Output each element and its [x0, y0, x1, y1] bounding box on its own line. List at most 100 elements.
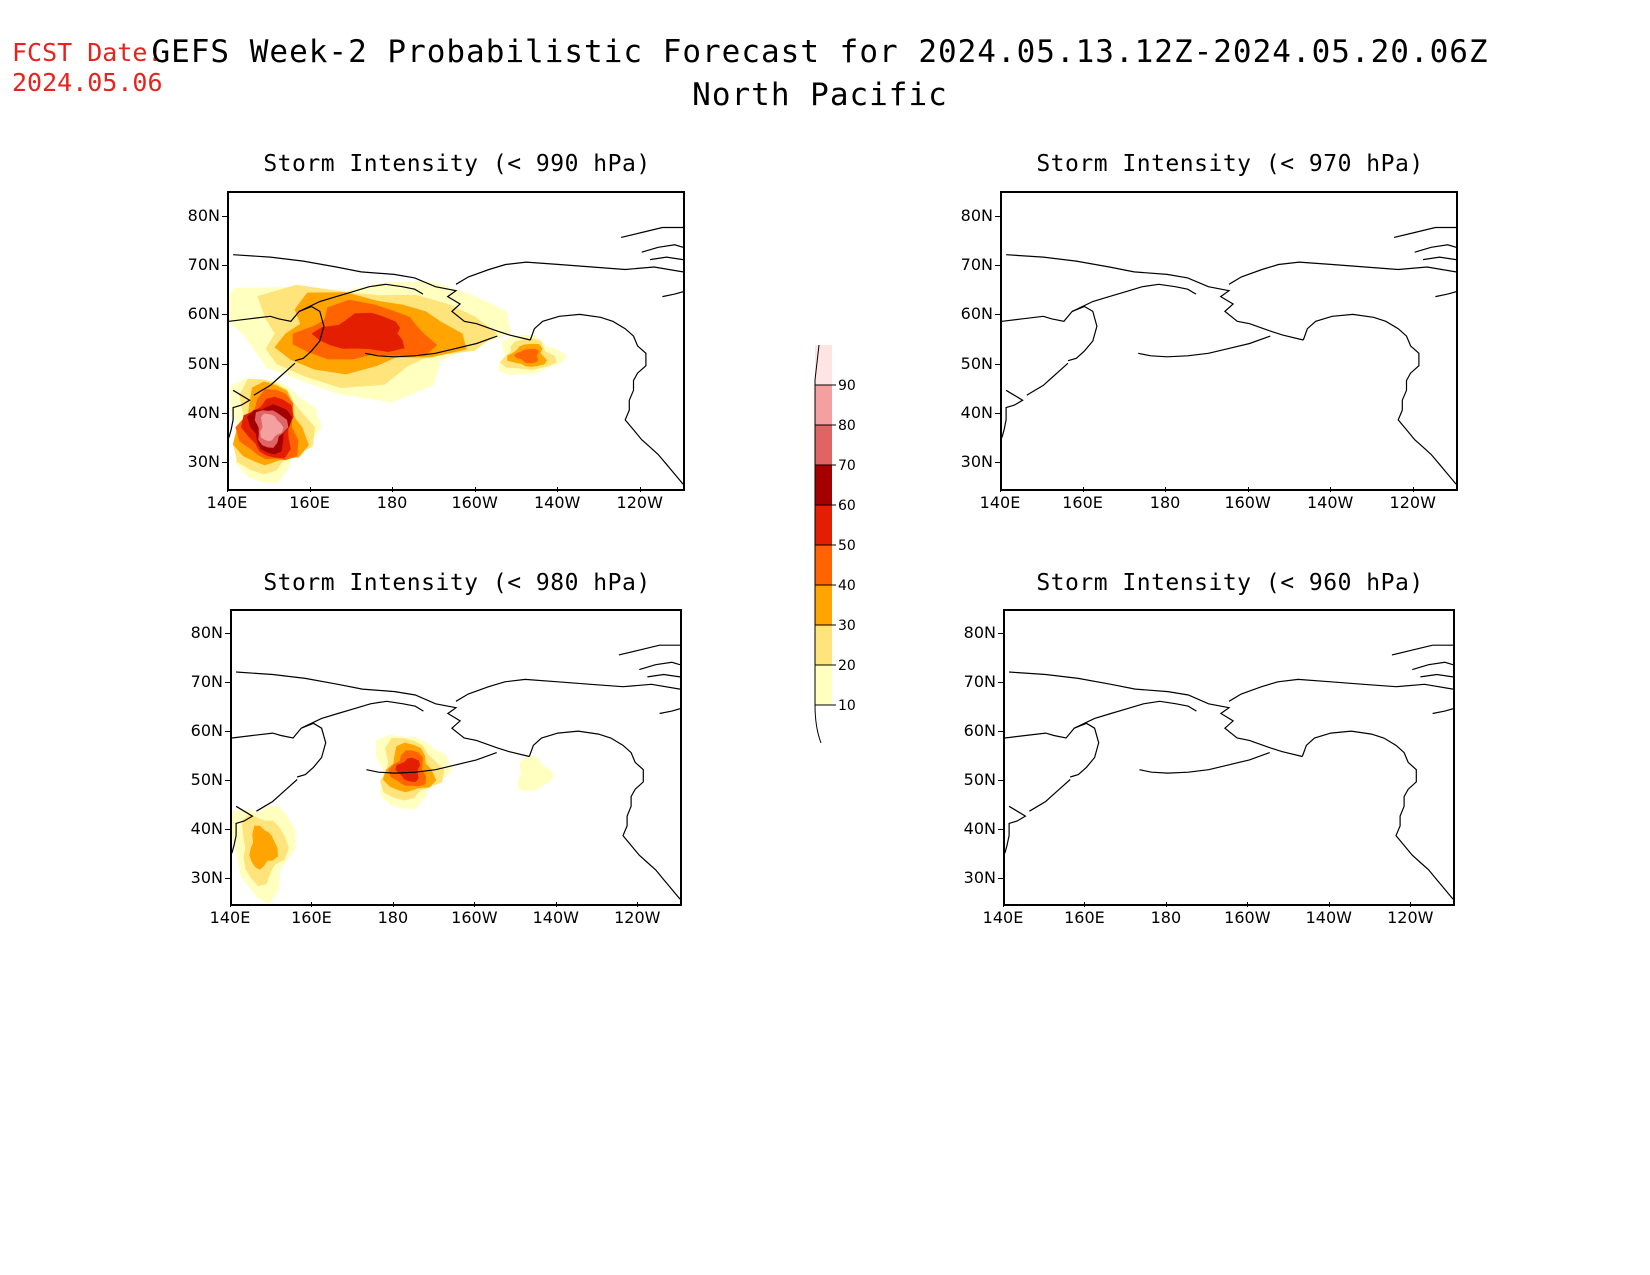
- coastline: [365, 335, 498, 358]
- y-tick-mark: [225, 682, 230, 684]
- y-tick-label: 80N: [960, 205, 993, 225]
- x-tick-label: 180: [376, 493, 408, 512]
- y-tick-label: 40N: [187, 403, 220, 422]
- coastline: [618, 644, 680, 656]
- coastline: [641, 244, 683, 253]
- colorbar-outline: [814, 344, 820, 705]
- x-tick-label: 140W: [532, 908, 579, 927]
- colorbar-swatch: [815, 345, 832, 385]
- map-region-subtitle: North Pacific: [692, 77, 948, 113]
- x-tick-mark: [1247, 487, 1249, 492]
- y-tick-label: 30N: [963, 867, 996, 887]
- x-tick-label: 140W: [533, 493, 581, 512]
- panel-title-980: Storm Intensity (< 980 hPa): [263, 570, 651, 596]
- coastline: [1302, 313, 1456, 485]
- x-tick-label: 160W: [1224, 493, 1271, 512]
- y-tick-mark: [222, 462, 227, 464]
- colorbar-label: 80: [838, 418, 856, 434]
- colorbar-tail: [814, 704, 822, 744]
- colorbar-swatch: [815, 545, 832, 585]
- x-tick-label: 120W: [1387, 908, 1434, 927]
- y-tick-mark: [225, 877, 230, 879]
- coastline: [1228, 261, 1456, 285]
- y-tick-mark: [995, 363, 1000, 365]
- coastline: [253, 362, 296, 396]
- y-tick-label: 60N: [960, 304, 993, 324]
- coastline: [1071, 283, 1197, 312]
- x-tick-mark: [1412, 487, 1414, 492]
- y-tick-mark: [225, 731, 230, 733]
- y-tick-label: 80N: [963, 623, 996, 643]
- x-tick-label: 180: [377, 908, 409, 927]
- y-tick-label: 60N: [187, 304, 220, 324]
- colorbar-label: 10: [838, 698, 856, 714]
- x-tick-mark: [1000, 487, 1001, 492]
- x-tick-label: 140E: [982, 908, 1024, 927]
- map-canvas: [232, 644, 680, 904]
- coastline: [232, 805, 254, 854]
- y-tick-mark: [998, 633, 1003, 635]
- coastline: [232, 722, 327, 778]
- probability-contour-40: [514, 348, 539, 364]
- coastline: [1432, 708, 1453, 715]
- y-tick-mark: [998, 828, 1003, 830]
- coastline: [1228, 678, 1453, 702]
- y-tick-mark: [222, 363, 227, 365]
- y-tick-label: 50N: [963, 769, 996, 789]
- x-tick-mark: [1084, 902, 1086, 907]
- y-tick-mark: [225, 633, 230, 635]
- probability-contour-80: [260, 413, 284, 442]
- y-tick-mark: [995, 215, 1000, 217]
- x-tick-mark: [1410, 902, 1412, 907]
- coastline: [366, 752, 497, 774]
- coastline: [455, 678, 680, 702]
- x-tick-label: 140E: [209, 908, 251, 927]
- coastline: [455, 261, 683, 285]
- x-tick-label: 120W: [614, 908, 661, 927]
- y-tick-label: 50N: [187, 353, 220, 373]
- x-tick-label: 120W: [1389, 493, 1436, 512]
- x-tick-mark: [309, 487, 311, 492]
- colorbar-label: 30: [838, 618, 856, 634]
- map-panel-970: [1000, 191, 1458, 491]
- y-tick-label: 40N: [963, 818, 996, 838]
- x-tick-mark: [1247, 902, 1249, 907]
- x-tick-mark: [557, 487, 559, 492]
- forecast-date-label: FCST Date: 2024.05.06: [12, 38, 163, 98]
- colorbar-swatch: [815, 625, 832, 665]
- x-tick-label: 160W: [451, 493, 498, 512]
- map-panel-990: [227, 191, 685, 491]
- coastline: [1139, 752, 1270, 774]
- coastline: [1414, 244, 1456, 253]
- probability-contour-50: [311, 312, 405, 352]
- coastline: [528, 730, 680, 900]
- colorbar-swatch: [815, 385, 832, 425]
- x-tick-mark: [392, 487, 394, 492]
- colorbar-label: 50: [838, 538, 856, 554]
- y-tick-mark: [995, 462, 1000, 464]
- coastline: [298, 283, 424, 312]
- x-tick-label: 160E: [1062, 493, 1103, 512]
- coastline: [1073, 700, 1197, 729]
- x-tick-mark: [637, 902, 639, 907]
- coastline: [1026, 362, 1069, 396]
- coastline: [649, 256, 683, 261]
- y-tick-label: 70N: [960, 255, 993, 274]
- coastline: [639, 661, 680, 671]
- y-tick-label: 70N: [187, 255, 220, 274]
- map-canvas: [1005, 644, 1453, 900]
- y-tick-label: 70N: [190, 672, 223, 692]
- fcst-label: FCST Date:: [12, 38, 163, 67]
- y-tick-mark: [995, 314, 1000, 316]
- coastline: [1422, 256, 1456, 261]
- map-canvas: [229, 226, 683, 485]
- coastline: [1029, 779, 1071, 812]
- x-tick-label: 180: [1150, 908, 1182, 927]
- x-tick-mark: [1165, 487, 1167, 492]
- x-tick-label: 160W: [1224, 908, 1271, 927]
- probability-contour-50: [395, 757, 420, 782]
- x-tick-mark: [555, 902, 557, 907]
- colorbar-swatch: [815, 465, 832, 505]
- x-tick-mark: [474, 902, 476, 907]
- colorbar-swatch: [815, 585, 832, 625]
